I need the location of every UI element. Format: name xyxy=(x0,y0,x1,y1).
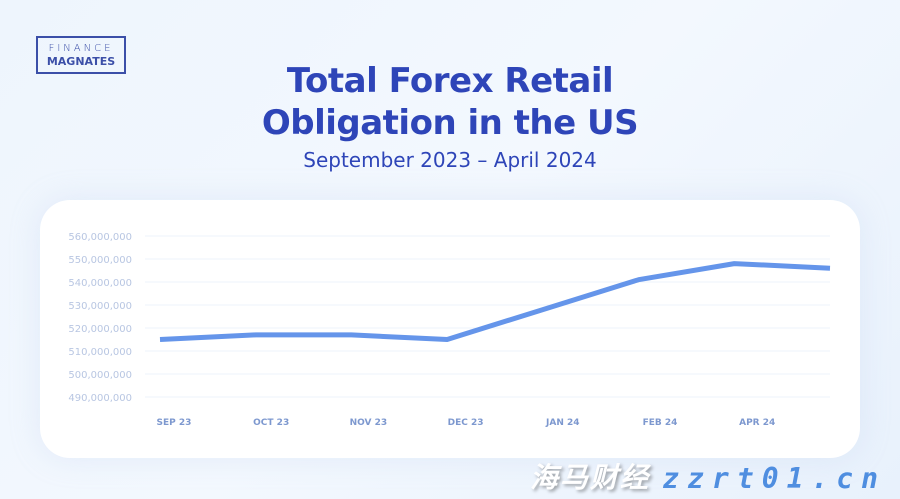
logo-line1: FINANCE xyxy=(48,42,114,54)
chart-title-text: Total Forex Retail Obligation in the US xyxy=(261,61,639,143)
x-tick-label: OCT 23 xyxy=(253,418,289,428)
y-tick-label: 550,000,000 xyxy=(68,255,132,266)
watermark-url: zzrt01.cn xyxy=(662,462,886,495)
finance-magnates-logo: FINANCE MAGNATES xyxy=(36,36,126,74)
x-tick-label: SEP 23 xyxy=(157,418,192,428)
y-tick-label: 490,000,000 xyxy=(68,393,132,404)
x-tick-label: DEC 23 xyxy=(448,418,484,428)
x-tick-label: NOV 23 xyxy=(350,418,388,428)
series-line xyxy=(159,261,831,342)
x-tick-label: APR 24 xyxy=(739,418,775,428)
chart-subtitle: September 2023 – April 2024 xyxy=(303,148,597,172)
x-tick-label: FEB 24 xyxy=(643,418,678,428)
y-tick-label: 530,000,000 xyxy=(68,301,132,312)
y-tick-label: 560,000,000 xyxy=(68,232,132,243)
chart-card xyxy=(40,200,860,458)
y-tick-label: 520,000,000 xyxy=(68,324,132,335)
y-tick-label: 510,000,000 xyxy=(68,347,132,358)
y-tick-label: 540,000,000 xyxy=(68,278,132,289)
x-tick-label: JAN 24 xyxy=(545,418,580,428)
watermark-chinese: 海马财经 xyxy=(529,461,650,494)
logo-line2: MAGNATES xyxy=(46,54,116,68)
y-tick-label: 500,000,000 xyxy=(68,370,132,381)
chart-title: Total Forex Retail Obligation in the US xyxy=(0,60,900,144)
